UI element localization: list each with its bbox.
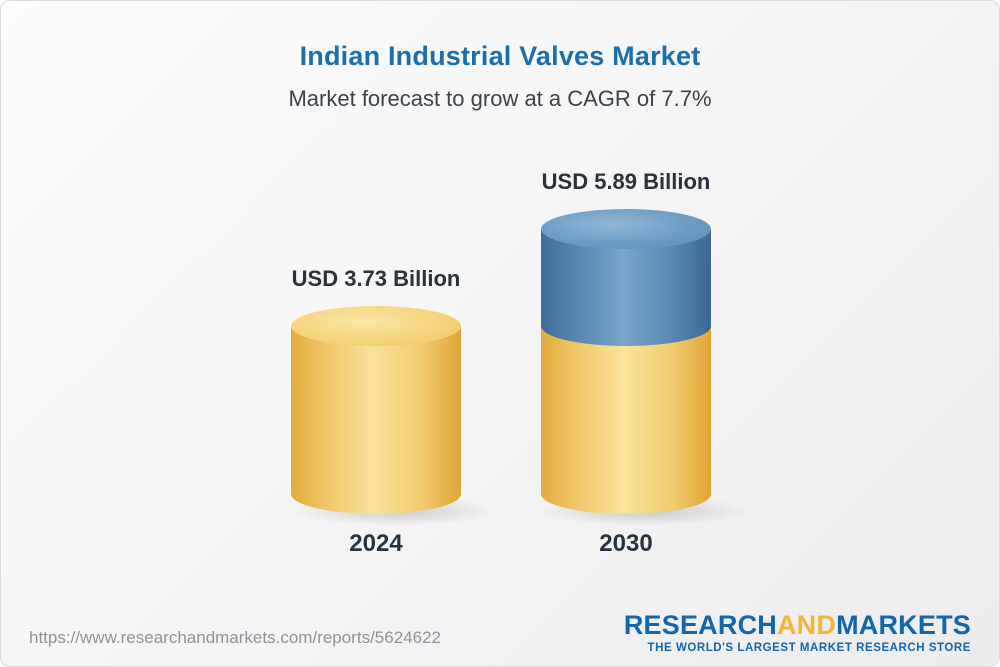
cylinder-2024-cap <box>291 306 461 347</box>
brand-logo-wordmark: RESEARCHANDMARKETS <box>623 609 971 640</box>
logo-research-text: RESEARCH <box>623 609 777 640</box>
logo-markets-text: MARKETS <box>836 609 971 640</box>
value-label-2024: USD 3.73 Billion <box>291 266 461 292</box>
cylinder-2030-cap <box>541 208 711 249</box>
brand-logo-tagline: THE WORLD'S LARGEST MARKET RESEARCH STOR… <box>647 642 971 654</box>
cylinder-2024 <box>291 306 461 514</box>
cylinder-2030 <box>541 208 711 514</box>
chart-header: Indian Industrial Valves Market Market f… <box>1 1 999 112</box>
axis-label-2030: 2030 <box>599 530 653 557</box>
report-url: https://www.researchandmarkets.com/repor… <box>29 628 441 647</box>
logo-and-text: AND <box>776 609 837 640</box>
chart-title: Indian Industrial Valves Market <box>299 41 701 71</box>
value-label-2030: USD 5.89 Billion <box>541 168 711 194</box>
cylinder-2024-body <box>291 326 461 514</box>
axis-label-2024: 2024 <box>349 530 403 557</box>
chart-subtitle: Market forecast to grow at a CAGR of 7.7… <box>288 86 712 111</box>
cylinder-2030-yellow-segment <box>541 326 711 514</box>
brand-logo: RESEARCHANDMARKETS THE WORLD'S LARGEST M… <box>623 609 971 654</box>
